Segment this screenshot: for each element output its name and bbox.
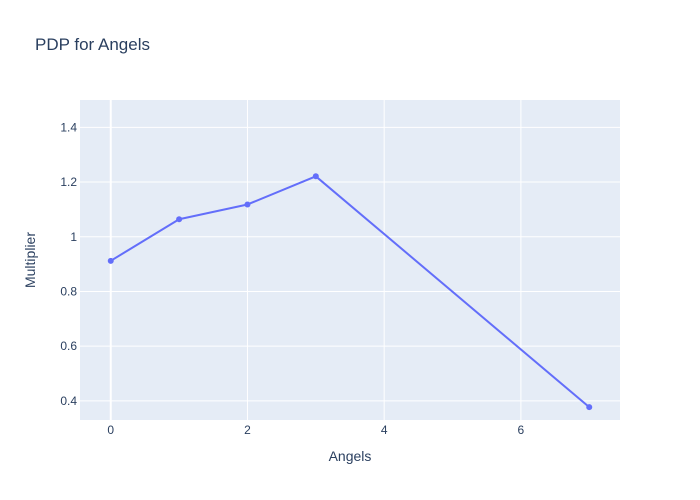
data-point[interactable] (586, 404, 593, 411)
y-gridlines (80, 126, 620, 402)
data-point[interactable] (107, 257, 114, 264)
y-tick-labels: 0.4 0.6 0.8 1 1.2 1.4 (60, 120, 77, 408)
y-tick-label: 1.2 (60, 175, 77, 189)
data-point[interactable] (312, 173, 319, 180)
x-axis-title: Angels (329, 448, 372, 464)
y-tick-label: 0.4 (60, 394, 77, 408)
series-layer (107, 173, 593, 411)
y-tick-label: 0.8 (60, 284, 77, 298)
y-tick-label: 0.6 (60, 339, 77, 353)
data-point[interactable] (244, 201, 251, 208)
y-axis-title: Multiplier (22, 232, 38, 288)
x-tick-label: 0 (107, 423, 114, 437)
y-tick-label: 1.4 (60, 120, 77, 134)
x-tick-label: 2 (244, 423, 251, 437)
x-tick-label: 6 (518, 423, 525, 437)
x-tick-label: 4 (381, 423, 388, 437)
y-tick-label: 1 (70, 230, 77, 244)
data-point[interactable] (176, 216, 183, 223)
plot-area (80, 100, 620, 420)
chart-title: PDP for Angels (35, 35, 150, 54)
x-tick-labels: 0 2 4 6 (107, 423, 524, 437)
